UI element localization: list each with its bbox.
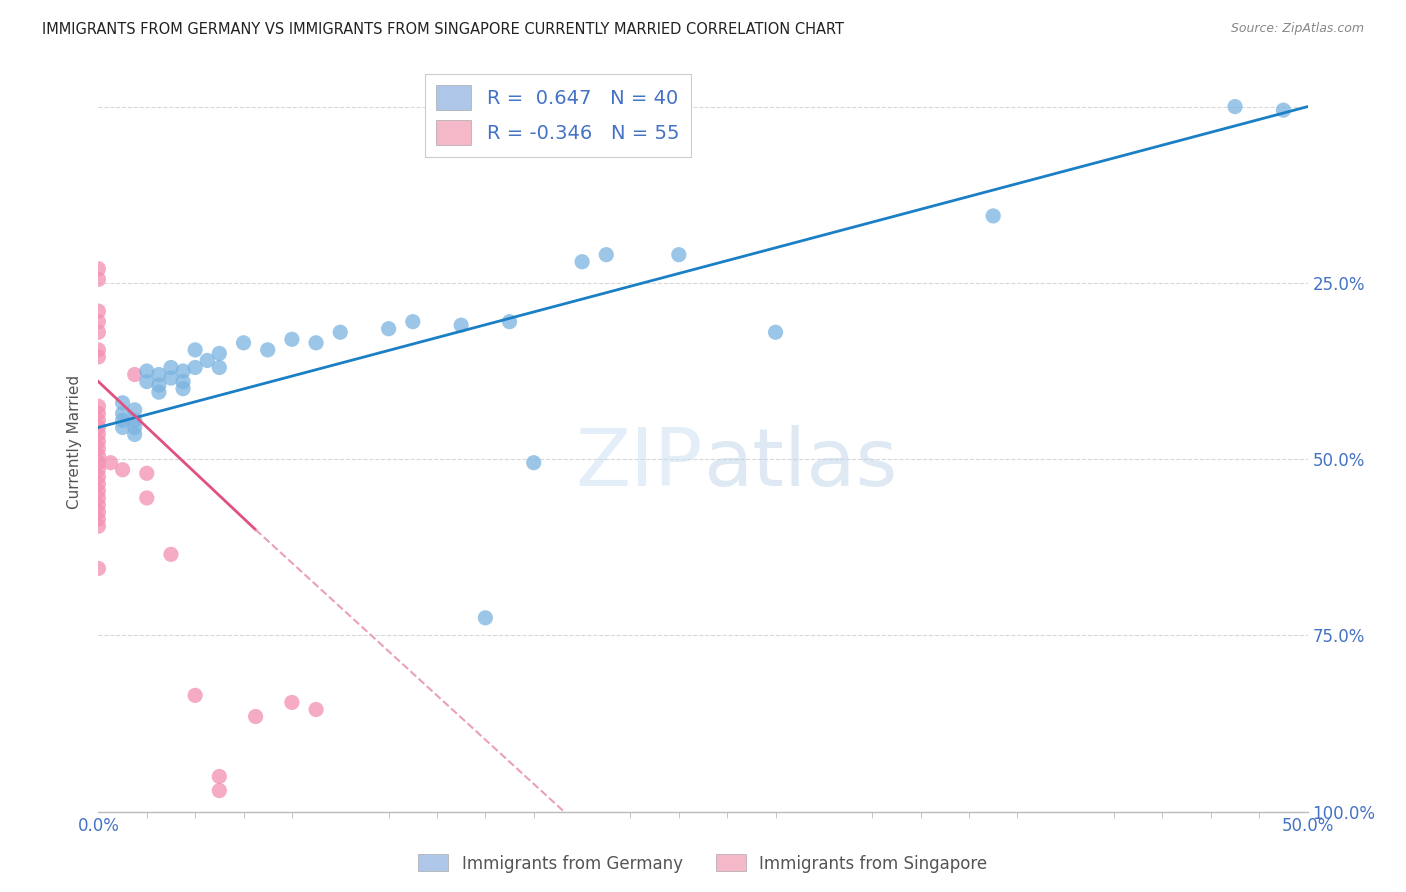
Text: ZIP: ZIP xyxy=(575,425,703,503)
Point xyxy=(208,783,231,797)
Point xyxy=(87,456,110,470)
Point xyxy=(160,360,183,375)
Point xyxy=(1272,103,1295,117)
Point xyxy=(256,343,278,357)
Point xyxy=(172,364,194,378)
Point xyxy=(172,382,194,396)
Point xyxy=(87,512,110,526)
Point xyxy=(87,427,110,442)
Point xyxy=(571,254,593,268)
Point xyxy=(172,375,194,389)
Point xyxy=(329,325,352,339)
Point xyxy=(87,304,110,318)
Point xyxy=(87,315,110,329)
Point xyxy=(135,467,157,481)
Point xyxy=(135,364,157,378)
Point xyxy=(87,470,110,484)
Point xyxy=(124,420,146,434)
Point xyxy=(981,209,1004,223)
Point xyxy=(87,498,110,512)
Point xyxy=(184,343,207,357)
Point xyxy=(87,406,110,420)
Point xyxy=(595,248,617,262)
Point xyxy=(87,434,110,449)
Point xyxy=(245,709,267,723)
Legend: Immigrants from Germany, Immigrants from Singapore: Immigrants from Germany, Immigrants from… xyxy=(412,847,994,880)
Point xyxy=(184,360,207,375)
Point xyxy=(232,335,254,350)
Point xyxy=(498,315,520,329)
Point xyxy=(111,420,134,434)
Point xyxy=(184,689,207,703)
Point xyxy=(111,406,134,420)
Point xyxy=(87,505,110,519)
Point xyxy=(87,413,110,427)
Point xyxy=(87,272,110,286)
Point xyxy=(87,261,110,276)
Point xyxy=(281,695,304,709)
Point xyxy=(87,463,110,477)
Y-axis label: Currently Married: Currently Married xyxy=(67,375,83,508)
Point xyxy=(87,442,110,456)
Point xyxy=(124,413,146,427)
Point xyxy=(208,769,231,783)
Point xyxy=(87,476,110,491)
Point xyxy=(100,456,122,470)
Point xyxy=(111,413,134,427)
Point xyxy=(87,449,110,463)
Point xyxy=(124,402,146,417)
Point xyxy=(195,353,218,368)
Point xyxy=(148,385,170,400)
Point xyxy=(87,519,110,533)
Point xyxy=(124,427,146,442)
Point xyxy=(281,332,304,346)
Point xyxy=(765,325,787,339)
Point xyxy=(87,561,110,575)
Point xyxy=(160,547,183,561)
Point xyxy=(111,463,134,477)
Point xyxy=(87,350,110,364)
Point xyxy=(148,378,170,392)
Point xyxy=(87,483,110,498)
Point xyxy=(450,318,472,333)
Point xyxy=(523,456,546,470)
Point xyxy=(87,343,110,357)
Point xyxy=(87,325,110,339)
Point xyxy=(377,322,399,336)
Point xyxy=(305,702,328,716)
Point xyxy=(160,371,183,385)
Point xyxy=(208,360,231,375)
Point xyxy=(474,611,496,625)
Point xyxy=(305,335,328,350)
Point xyxy=(111,396,134,410)
Text: atlas: atlas xyxy=(703,425,897,503)
Point xyxy=(1223,100,1246,114)
Point xyxy=(135,375,157,389)
Point xyxy=(124,368,146,382)
Legend: R =  0.647   N = 40, R = -0.346   N = 55: R = 0.647 N = 40, R = -0.346 N = 55 xyxy=(425,74,692,157)
Point xyxy=(87,491,110,505)
Point xyxy=(87,399,110,413)
Point xyxy=(208,346,231,360)
Point xyxy=(402,315,425,329)
Point xyxy=(87,420,110,434)
Text: Source: ZipAtlas.com: Source: ZipAtlas.com xyxy=(1230,22,1364,36)
Point xyxy=(148,368,170,382)
Point xyxy=(135,491,157,505)
Text: IMMIGRANTS FROM GERMANY VS IMMIGRANTS FROM SINGAPORE CURRENTLY MARRIED CORRELATI: IMMIGRANTS FROM GERMANY VS IMMIGRANTS FR… xyxy=(42,22,844,37)
Point xyxy=(668,248,690,262)
